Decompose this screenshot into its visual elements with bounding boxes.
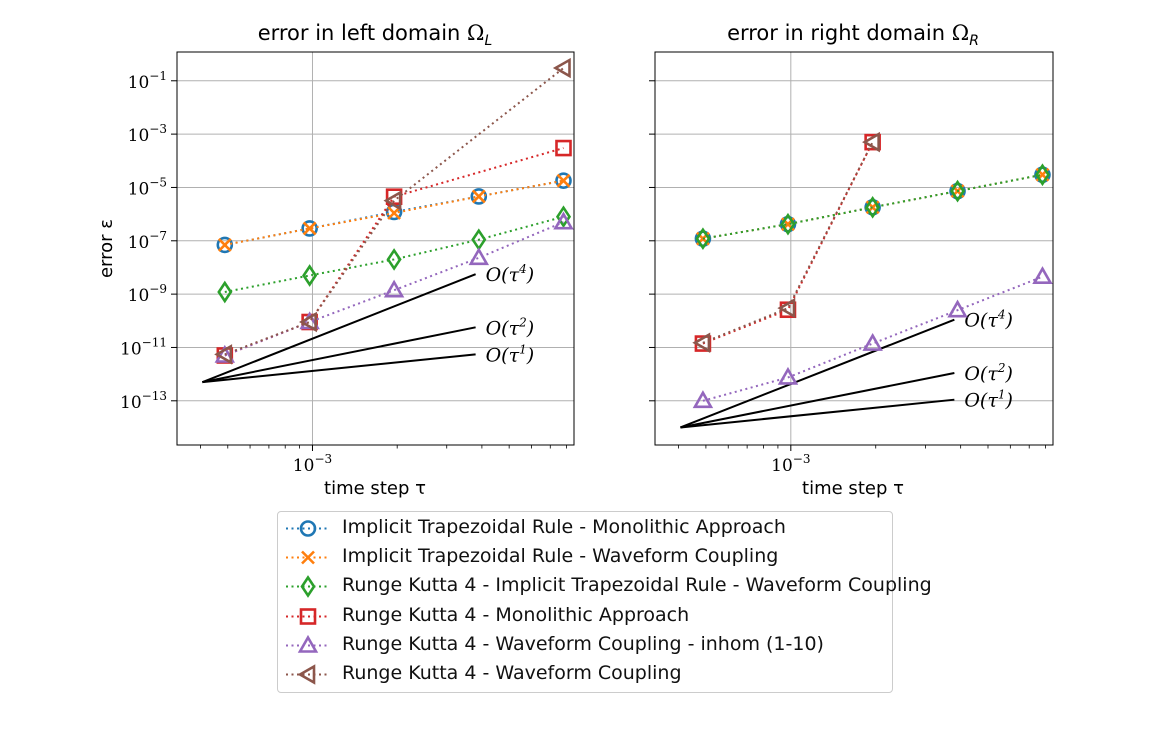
x-axis-label: time step τ — [802, 478, 904, 499]
reference-line — [680, 398, 955, 429]
legend-marker — [299, 520, 317, 537]
data-point — [302, 264, 318, 287]
chart-title: error in left domain ΩL — [258, 21, 493, 49]
y-tick-label: 10−11 — [120, 335, 167, 359]
y-axis-label: error ε — [96, 219, 117, 278]
plots: O(τ4) O(τ2) O(τ1) 10−1 10−3 10−5 10−7 10−9 10−11… — [96, 21, 1054, 499]
y-tick-label: 10−9 — [128, 282, 167, 306]
legend-symbol — [286, 607, 330, 625]
y-tick-label: 10−1 — [128, 69, 167, 93]
reference-label: O(τ2) — [964, 361, 1013, 385]
data-point — [302, 221, 317, 236]
chart-title: error in right domain ΩR — [727, 21, 979, 49]
data-point — [865, 195, 881, 219]
panel-right: O(τ4) O(τ2) O(τ1) 10−3 error in right domain… — [649, 21, 1054, 499]
reference-label: O(τ4) — [486, 262, 535, 286]
reference-label: O(τ2) — [486, 315, 535, 339]
series-line — [702, 173, 1043, 240]
data-point — [553, 211, 574, 230]
legend-marker — [297, 664, 316, 685]
data-point — [692, 332, 711, 354]
y-tick-label: 10−3 — [128, 122, 167, 146]
data-point — [556, 173, 571, 188]
data-point — [780, 212, 796, 236]
data-point — [862, 131, 880, 153]
legend-symbol — [286, 520, 330, 537]
legend-symbol — [286, 575, 330, 599]
legend-marker — [297, 634, 319, 653]
legend-symbol — [286, 550, 330, 565]
reference-label: O(τ1) — [486, 342, 535, 366]
data-point — [777, 297, 796, 319]
data-point — [471, 189, 486, 204]
data-point — [299, 311, 317, 333]
data-point — [217, 237, 232, 252]
x-axis-label: time step τ — [324, 478, 426, 499]
data-point — [383, 190, 402, 211]
data-point — [695, 227, 711, 251]
legend-label: Runge Kutta 4 - Implicit Trapezoidal Rul… — [342, 574, 932, 597]
data-point — [383, 279, 405, 298]
data-point — [555, 205, 572, 229]
reference-label: O(τ4) — [964, 308, 1013, 332]
data-point — [387, 206, 402, 220]
data-point — [552, 57, 571, 79]
data-point — [214, 344, 236, 363]
panel-left: O(τ4) O(τ2) O(τ1) 10−1 10−3 10−5 10−7 10−9 10−11… — [96, 21, 575, 499]
legend-item: Implicit Trapezoidal Rule - Waveform Cou… — [278, 543, 892, 572]
data-point — [468, 247, 490, 266]
legend-item: Runge Kutta 4 - Implicit Trapezoidal Rul… — [278, 572, 932, 601]
reference-label: O(τ1) — [964, 388, 1013, 412]
legend-marker — [299, 607, 317, 625]
series-line — [224, 215, 564, 293]
reference-line — [202, 326, 476, 384]
legend-label: Implicit Trapezoidal Rule - Waveform Cou… — [342, 545, 779, 568]
data-point — [470, 188, 488, 205]
x-tick-label: 10−3 — [771, 452, 810, 476]
legend-item: Runge Kutta 4 - Waveform Coupling - inho… — [278, 631, 892, 660]
legend-label: Runge Kutta 4 - Waveform Coupling — [342, 662, 682, 684]
data-point — [555, 172, 572, 189]
legend-label: Runge Kutta 4 - Monolithic Approach — [342, 603, 690, 626]
series-line — [702, 141, 874, 344]
legend-item: Runge Kutta 4 - Waveform Coupling — [278, 660, 892, 689]
y-tick-label: 10−7 — [128, 229, 167, 253]
axes-frame — [654, 51, 1054, 446]
data-point — [214, 344, 233, 365]
data-point — [1034, 163, 1051, 187]
reference-line — [202, 353, 476, 384]
data-point — [777, 366, 799, 385]
legend: Implicit Trapezoidal Rule - Monolithic A… — [277, 511, 932, 693]
reference-line — [680, 372, 955, 429]
legend-symbol — [286, 634, 330, 653]
data-point — [862, 332, 883, 351]
y-tick-label: 10−5 — [128, 175, 167, 199]
legend-symbol — [286, 664, 330, 685]
axes-frame — [176, 51, 575, 446]
series-line — [224, 221, 564, 357]
data-point — [1032, 266, 1053, 285]
legend-label: Implicit Trapezoidal Rule - Monolithic A… — [342, 516, 786, 538]
data-point — [692, 390, 714, 409]
legend-marker — [301, 550, 315, 565]
reference-line — [201, 273, 476, 384]
data-point — [386, 248, 402, 271]
x-tick-label: 10−3 — [293, 452, 332, 476]
legend-marker — [300, 575, 316, 599]
data-point — [301, 220, 318, 237]
data-point — [947, 299, 968, 318]
series-line — [224, 67, 565, 356]
data-point — [555, 139, 572, 157]
reference-line — [680, 318, 955, 429]
data-point — [216, 236, 234, 254]
legend-item: Runge Kutta 4 - Monolithic Approach — [278, 602, 892, 631]
legend-label: Runge Kutta 4 - Waveform Coupling - inho… — [342, 632, 824, 655]
legend-item: Implicit Trapezoidal Rule - Monolithic A… — [278, 514, 892, 543]
data-point — [217, 280, 233, 304]
data-point — [949, 179, 966, 203]
y-tick-label: 10−13 — [120, 389, 167, 413]
